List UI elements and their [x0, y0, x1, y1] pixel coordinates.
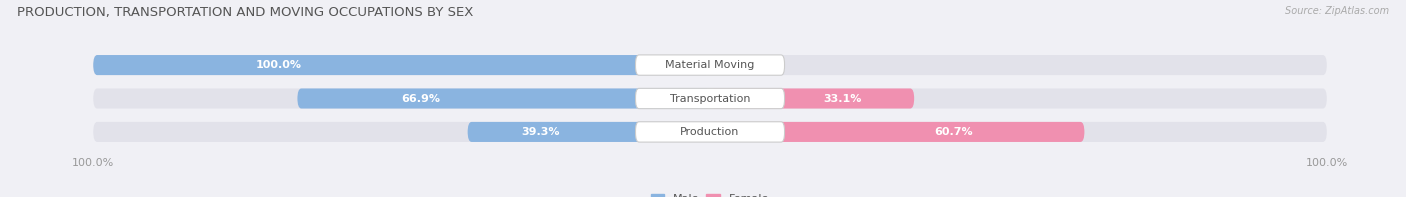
FancyBboxPatch shape	[636, 55, 785, 75]
Text: 66.9%: 66.9%	[402, 94, 440, 103]
Text: PRODUCTION, TRANSPORTATION AND MOVING OCCUPATIONS BY SEX: PRODUCTION, TRANSPORTATION AND MOVING OC…	[17, 6, 474, 19]
Text: 39.3%: 39.3%	[522, 127, 560, 137]
FancyBboxPatch shape	[298, 88, 710, 109]
FancyBboxPatch shape	[468, 122, 710, 142]
Text: 100.0%: 100.0%	[256, 60, 301, 70]
Text: Source: ZipAtlas.com: Source: ZipAtlas.com	[1285, 6, 1389, 16]
FancyBboxPatch shape	[710, 88, 914, 109]
FancyBboxPatch shape	[93, 122, 1327, 142]
Text: 0.0%: 0.0%	[716, 60, 744, 70]
FancyBboxPatch shape	[636, 122, 785, 142]
Text: Material Moving: Material Moving	[665, 60, 755, 70]
FancyBboxPatch shape	[93, 55, 1327, 75]
FancyBboxPatch shape	[93, 55, 710, 75]
Legend: Male, Female: Male, Female	[647, 189, 773, 197]
Text: Transportation: Transportation	[669, 94, 751, 103]
Text: 60.7%: 60.7%	[934, 127, 973, 137]
FancyBboxPatch shape	[710, 122, 1084, 142]
Text: Production: Production	[681, 127, 740, 137]
FancyBboxPatch shape	[636, 88, 785, 109]
Text: 33.1%: 33.1%	[824, 94, 862, 103]
FancyBboxPatch shape	[93, 88, 1327, 109]
